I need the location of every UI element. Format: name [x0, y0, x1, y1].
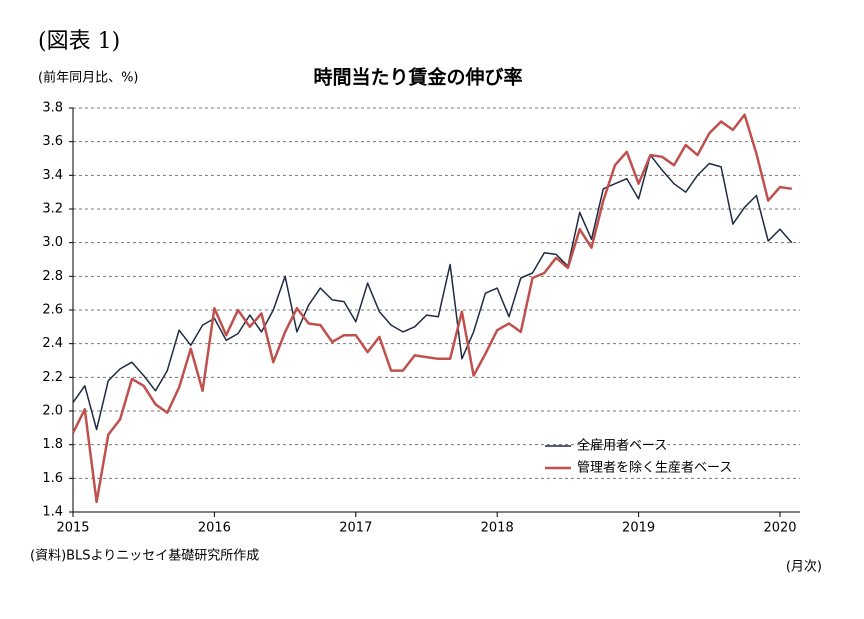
- x-tick-label: 2015: [56, 521, 89, 536]
- y-tick-label: 2.0: [42, 404, 63, 419]
- y-tick-label: 3.0: [42, 235, 63, 250]
- figure-label: (図表 1): [38, 29, 120, 54]
- series-line: [71, 113, 792, 504]
- legend-label: 管理者を除く生産者ベース: [577, 460, 732, 476]
- chart-title: 時間当たり賃金の伸び率: [313, 66, 522, 89]
- y-tick-label: 1.6: [42, 471, 63, 486]
- y-tick-label: 3.6: [42, 134, 63, 149]
- series-line: [72, 154, 793, 431]
- x-tick-label: 2019: [622, 521, 655, 536]
- x-tick-label: 2018: [481, 521, 514, 536]
- y-tick-label: 2.2: [42, 370, 63, 385]
- y-tick-label: 3.2: [42, 202, 63, 217]
- x-tick-label: 2020: [763, 521, 796, 536]
- y-axis-label: (前年同月比、%): [38, 70, 139, 86]
- source: (資料)BLSよりニッセイ基礎研究所作成: [30, 549, 259, 564]
- y-tick-label: 2.8: [42, 269, 63, 284]
- y-tick-label: 2.4: [42, 336, 63, 351]
- x-tick-label: 2016: [198, 521, 231, 536]
- y-tick-label: 1.8: [42, 437, 63, 452]
- x-axis-label: (月次): [786, 559, 822, 575]
- y-tick-label: 2.6: [42, 303, 63, 318]
- x-tick-label: 2017: [339, 521, 372, 536]
- y-tick-label: 3.8: [42, 101, 63, 116]
- y-tick-label: 1.4: [42, 505, 63, 520]
- y-tick-label: 3.4: [42, 168, 63, 183]
- legend-label: 全雇用者ベース: [577, 438, 667, 454]
